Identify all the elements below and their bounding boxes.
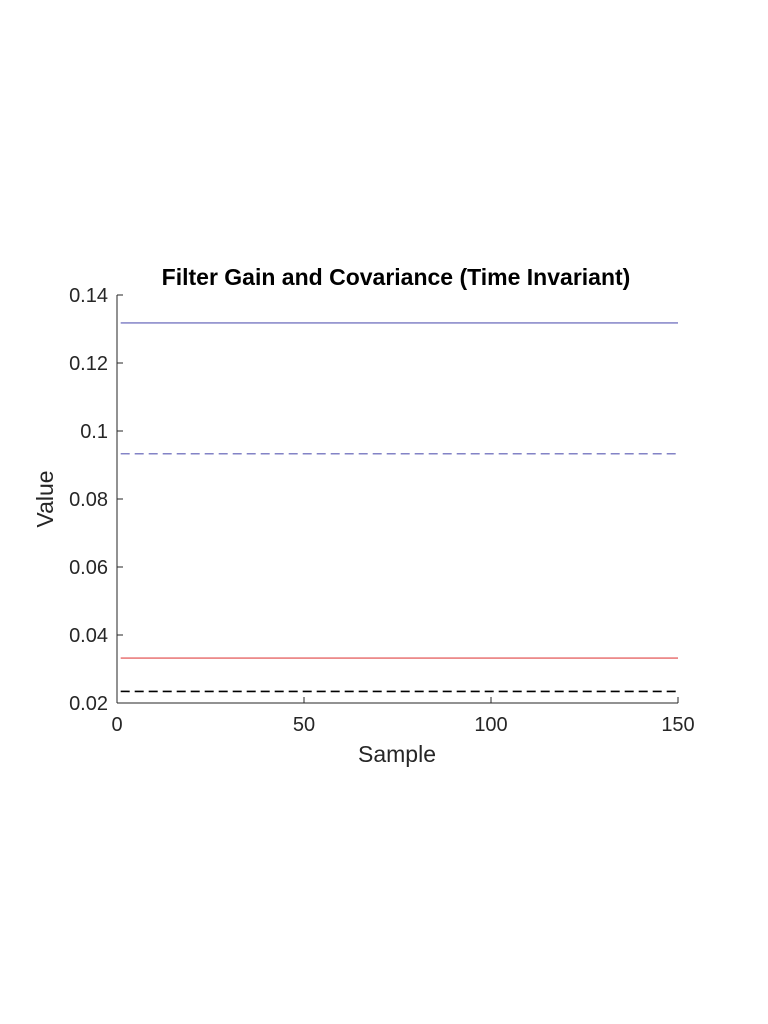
series-layer (120, 322, 678, 693)
axes (116, 295, 678, 704)
y-tick-label: 0.04 (69, 625, 108, 647)
y-tick-label: 0.08 (69, 489, 108, 511)
y-tick-label: 0.14 (69, 285, 108, 307)
ticks: 0 50 100 150 0.02 0.04 0.06 0.08 0.1 0.12 0.14 (69, 285, 695, 736)
x-axis-label: Sample (358, 741, 436, 767)
y-tick-label: 0.12 (69, 353, 108, 375)
chart-title: Filter Gain and Covariance (Time Invaria… (162, 264, 631, 290)
y-tick-label: 0.06 (69, 557, 108, 579)
x-tick-label: 50 (293, 714, 315, 736)
x-tick-label: 100 (474, 714, 507, 736)
x-tick-label: 0 (111, 714, 122, 736)
x-tick-label: 150 (661, 714, 694, 736)
y-tick-label: 0.1 (80, 421, 108, 443)
y-axis-label: Value (32, 470, 58, 527)
y-tick-label: 0.02 (69, 693, 108, 715)
